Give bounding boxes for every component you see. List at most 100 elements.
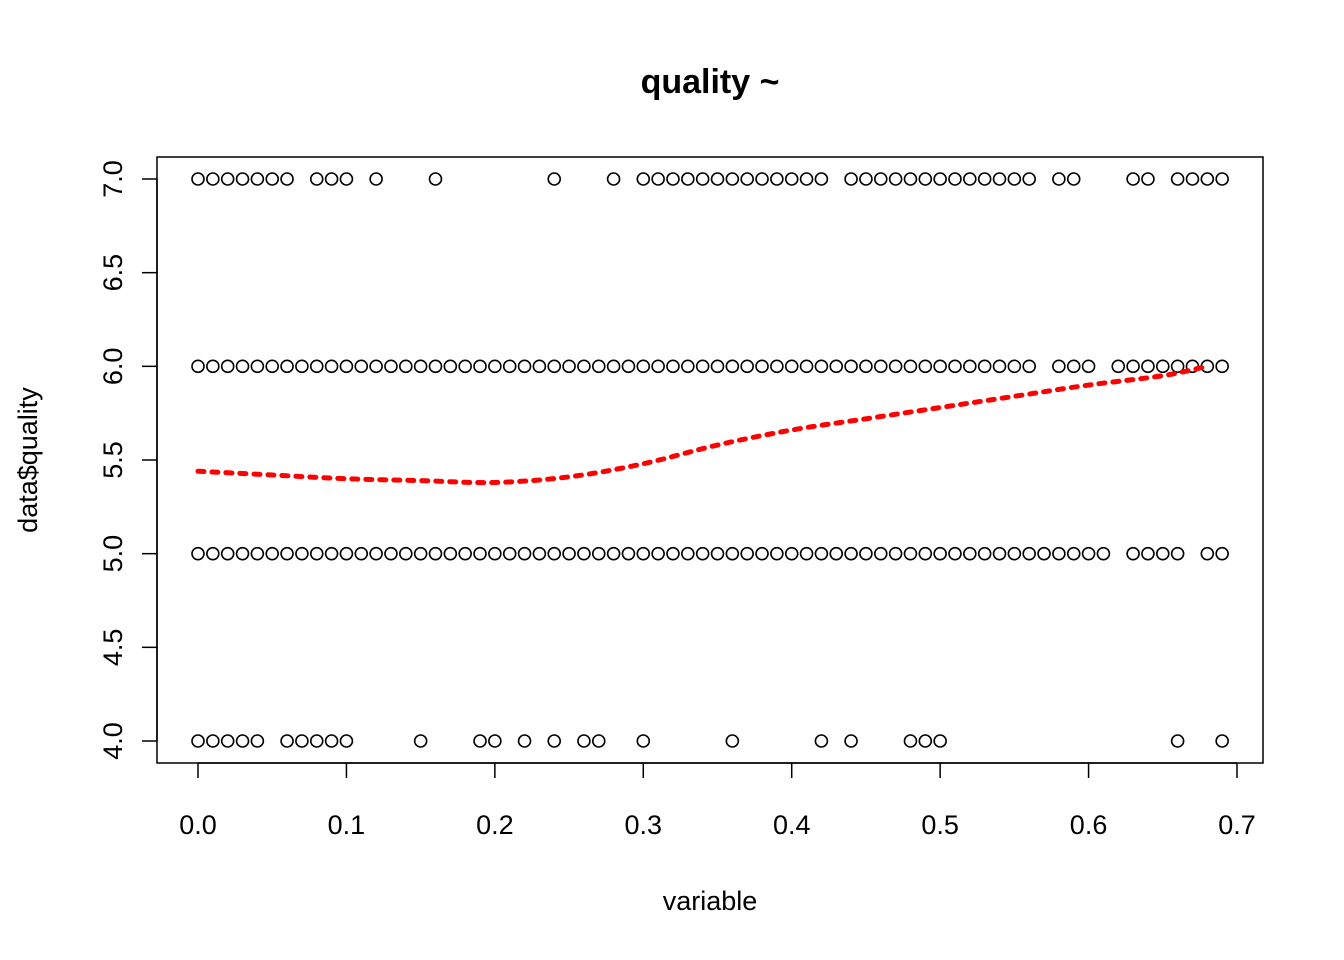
data-point (532, 546, 547, 561)
data-point (814, 172, 829, 186)
data-point (1141, 172, 1155, 186)
data-point (992, 359, 1007, 374)
data-point (280, 359, 294, 374)
data-point (591, 546, 606, 561)
data-point (933, 546, 947, 561)
data-point (1170, 734, 1185, 748)
data-point (888, 546, 903, 561)
data-point (1022, 172, 1036, 186)
data-point (799, 172, 814, 186)
data-point (369, 172, 383, 186)
data-point (562, 359, 576, 374)
data-point (918, 359, 933, 374)
data-point (517, 546, 532, 561)
data-point (992, 546, 1007, 561)
data-point (309, 546, 324, 561)
data-point (235, 359, 250, 374)
data-point (339, 546, 354, 561)
data-point (888, 172, 903, 186)
data-point (1200, 546, 1215, 561)
x-tick-label: 0.6 (1070, 810, 1108, 840)
y-tick-label: 6.5 (98, 254, 128, 292)
data-point (280, 734, 294, 748)
data-point (1007, 172, 1022, 186)
data-point (859, 546, 873, 561)
data-point (695, 546, 710, 561)
data-point (606, 546, 621, 561)
data-point (295, 734, 309, 748)
data-point (873, 546, 888, 561)
data-point (859, 172, 873, 186)
data-point (1081, 546, 1096, 561)
data-point (606, 359, 621, 374)
data-point (577, 359, 591, 374)
data-point (681, 546, 695, 561)
data-point (324, 734, 339, 748)
data-point (621, 546, 636, 561)
data-point (814, 359, 829, 374)
data-point (532, 359, 547, 374)
data-point (963, 546, 977, 561)
data-point (591, 359, 606, 374)
data-point (770, 172, 784, 186)
y-axis: 4.0 4.5 5.0 5.5 6.0 6.5 7.0 (98, 160, 158, 760)
data-point (1215, 359, 1229, 374)
data-point (1141, 359, 1155, 374)
data-point (1126, 359, 1140, 374)
data-point (651, 546, 665, 561)
data-point (963, 359, 977, 374)
data-point (977, 359, 992, 374)
data-point (339, 172, 354, 186)
x-tick-label: 0.5 (921, 810, 959, 840)
data-point (1170, 546, 1185, 561)
data-point (502, 359, 517, 374)
data-point (1126, 172, 1140, 186)
data-point (235, 172, 250, 186)
data-point (369, 359, 383, 374)
y-tick-label: 7.0 (98, 160, 128, 198)
y-tick-label: 4.5 (98, 629, 128, 667)
data-point (354, 546, 369, 561)
data-point (725, 172, 740, 186)
data-point (1052, 546, 1066, 561)
data-point (250, 734, 265, 748)
data-point (250, 172, 265, 186)
data-point (428, 172, 443, 186)
data-point (903, 359, 918, 374)
data-point (206, 546, 220, 561)
data-point (681, 359, 695, 374)
data-point (844, 359, 858, 374)
data-point (1111, 359, 1126, 374)
y-tick-label: 4.0 (98, 722, 128, 760)
data-point (488, 359, 502, 374)
data-point (295, 359, 309, 374)
data-point (250, 546, 265, 561)
data-point (636, 359, 651, 374)
data-point (191, 546, 205, 561)
data-point (755, 359, 769, 374)
data-point (562, 546, 576, 561)
data-point (547, 546, 562, 561)
data-point (844, 172, 858, 186)
data-point (1200, 172, 1215, 186)
x-tick-label: 0.4 (773, 810, 811, 840)
data-point (473, 359, 487, 374)
data-point (666, 359, 680, 374)
data-point (710, 546, 725, 561)
data-point (220, 359, 235, 374)
data-point (1066, 172, 1081, 186)
data-point (814, 734, 829, 748)
data-point (398, 359, 413, 374)
data-point (1185, 172, 1200, 186)
data-point (948, 546, 962, 561)
plot-area-frame (156, 156, 1264, 764)
data-point (755, 172, 769, 186)
data-point (324, 359, 339, 374)
data-point (206, 734, 220, 748)
data-point (621, 359, 636, 374)
data-point (265, 359, 280, 374)
data-point (413, 359, 428, 374)
data-point (488, 734, 502, 748)
data-point (384, 546, 398, 561)
data-point (666, 172, 680, 186)
